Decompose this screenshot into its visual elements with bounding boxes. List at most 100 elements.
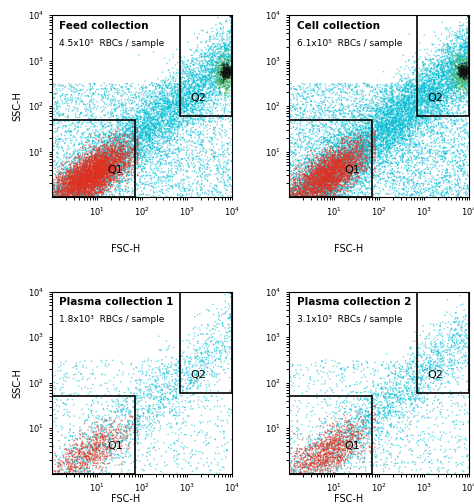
Point — [355, 140, 362, 148]
Point — [465, 323, 473, 331]
Point — [219, 101, 227, 109]
Point — [294, 193, 302, 201]
Point — [337, 177, 345, 185]
Point — [297, 92, 304, 100]
Point — [75, 170, 83, 178]
Point — [419, 130, 427, 138]
Point — [105, 168, 113, 176]
Point — [433, 179, 441, 187]
Point — [69, 186, 77, 195]
Point — [227, 74, 235, 82]
Point — [443, 48, 451, 56]
Point — [382, 135, 389, 143]
Point — [310, 188, 317, 196]
Point — [327, 155, 335, 163]
Point — [400, 413, 408, 421]
Point — [412, 77, 420, 85]
Point — [75, 192, 83, 200]
Point — [204, 100, 212, 108]
Point — [70, 169, 78, 177]
Point — [69, 176, 77, 184]
Point — [54, 165, 61, 173]
Point — [227, 12, 235, 20]
Point — [103, 193, 110, 201]
Point — [188, 132, 195, 140]
Point — [77, 176, 85, 184]
Point — [327, 187, 334, 196]
Point — [306, 177, 313, 185]
Point — [465, 37, 472, 45]
Point — [351, 174, 359, 182]
Point — [202, 37, 210, 45]
Point — [307, 177, 315, 185]
Point — [396, 131, 403, 139]
Point — [305, 193, 313, 201]
Point — [334, 422, 342, 430]
Point — [394, 138, 401, 146]
Point — [352, 192, 359, 200]
Point — [148, 104, 155, 112]
Point — [331, 149, 339, 157]
Point — [374, 90, 381, 98]
Point — [290, 173, 298, 181]
Point — [216, 402, 224, 410]
Point — [286, 184, 293, 193]
Point — [115, 151, 122, 159]
Point — [381, 109, 388, 117]
Point — [351, 138, 358, 146]
Point — [400, 95, 407, 103]
Point — [144, 108, 151, 116]
Point — [421, 67, 428, 75]
Point — [340, 178, 348, 186]
Point — [154, 380, 161, 388]
Point — [297, 470, 305, 478]
Point — [424, 184, 432, 192]
Point — [213, 337, 220, 345]
Point — [407, 115, 414, 123]
Point — [461, 69, 468, 77]
Point — [309, 167, 316, 175]
Point — [335, 404, 342, 412]
Point — [461, 322, 469, 330]
Point — [419, 395, 426, 403]
Point — [70, 187, 77, 195]
Point — [289, 193, 297, 201]
Point — [86, 184, 93, 192]
Point — [301, 444, 308, 452]
Point — [55, 184, 63, 193]
Point — [454, 71, 461, 79]
Point — [224, 67, 232, 75]
Point — [74, 452, 82, 460]
Point — [71, 193, 79, 201]
Point — [78, 455, 86, 463]
Point — [383, 112, 390, 120]
Point — [81, 184, 88, 193]
Point — [325, 160, 332, 168]
Point — [446, 69, 453, 77]
Point — [301, 175, 309, 183]
Point — [329, 108, 337, 116]
Point — [63, 193, 70, 201]
Point — [213, 77, 220, 85]
Point — [330, 142, 338, 150]
Point — [286, 158, 293, 166]
Point — [208, 135, 216, 143]
Point — [335, 464, 342, 472]
Point — [324, 190, 331, 198]
Point — [349, 153, 356, 161]
Point — [453, 81, 460, 89]
Point — [84, 182, 91, 191]
Point — [162, 92, 169, 100]
Point — [111, 143, 119, 151]
Point — [128, 177, 136, 185]
Point — [55, 193, 63, 201]
Point — [51, 470, 59, 478]
Point — [429, 139, 437, 147]
Point — [78, 180, 85, 188]
Point — [104, 147, 111, 155]
Point — [396, 131, 404, 139]
Point — [327, 154, 334, 162]
Point — [81, 193, 89, 201]
Point — [319, 193, 327, 201]
Point — [181, 107, 188, 115]
